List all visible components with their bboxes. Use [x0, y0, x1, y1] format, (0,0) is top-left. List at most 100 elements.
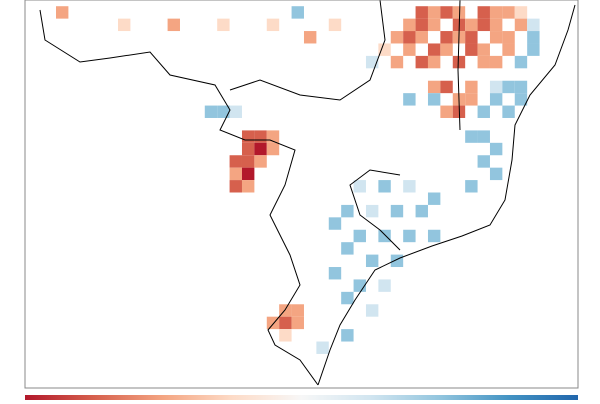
grid-cell	[514, 6, 528, 19]
coastline	[317, 4, 576, 386]
grid-cell	[378, 279, 391, 292]
grid-cell	[365, 254, 379, 268]
grid-cell	[328, 217, 342, 230]
grid-cell	[378, 180, 391, 193]
grid-cell	[378, 43, 391, 56]
grid-cell	[465, 180, 478, 193]
grid-cell	[427, 43, 441, 56]
grid-cell	[353, 180, 366, 193]
grid-cell	[217, 105, 230, 118]
grid-cell	[514, 55, 528, 69]
grid-cell	[229, 155, 242, 168]
grid-cell	[353, 229, 366, 243]
grid-cell	[229, 167, 242, 181]
inner-borders	[229, 0, 461, 251]
grid-cell	[55, 6, 69, 19]
grid-cell	[390, 31, 404, 44]
grid-cell	[477, 55, 490, 69]
grid-cell	[266, 142, 280, 156]
grid-cell	[477, 43, 490, 56]
grid-cell	[489, 55, 503, 69]
grid-cell	[241, 155, 255, 168]
grid-cell	[241, 180, 255, 193]
grid-cell	[502, 31, 515, 44]
grid-cell	[489, 6, 503, 19]
grid-cell	[440, 80, 453, 94]
grid-cell	[390, 254, 404, 268]
grid-cell	[465, 31, 478, 44]
grid-cell	[440, 6, 453, 19]
colorbar	[25, 395, 578, 400]
grid-cell	[403, 180, 416, 193]
grid-cell	[427, 93, 441, 106]
grid-cell	[254, 155, 267, 168]
grid-cell	[279, 329, 292, 342]
grid-cell	[341, 291, 354, 305]
grid-cell	[415, 6, 428, 19]
grid-cell	[254, 130, 267, 143]
grid-cell	[217, 18, 230, 32]
grid-cell	[527, 31, 540, 44]
grid-cell	[415, 55, 428, 69]
grid-cell	[489, 142, 503, 156]
grid-cell	[465, 18, 478, 32]
grid-cell	[341, 242, 354, 255]
grid-cell	[465, 43, 478, 56]
grid-cell	[341, 204, 354, 218]
grid-cell	[502, 6, 515, 19]
grid-cell	[254, 142, 267, 156]
grid-cell	[477, 130, 490, 143]
grid-cell	[390, 55, 404, 69]
grid-cell	[378, 229, 391, 243]
grid-cell	[266, 18, 280, 32]
grid-cell	[440, 105, 453, 118]
grid-cell	[502, 105, 515, 118]
grid-cell	[365, 204, 379, 218]
grid-cell	[328, 267, 342, 280]
grid-cell	[403, 18, 416, 32]
grid-cell	[489, 18, 503, 32]
grid-cell	[440, 31, 453, 44]
grid-cell	[229, 180, 242, 193]
map-frame	[24, 0, 579, 389]
grid-cell	[477, 105, 490, 118]
grid-cell	[489, 80, 503, 94]
grid-cell	[440, 43, 453, 56]
grid-cell	[477, 155, 490, 168]
grid-cell	[291, 316, 304, 330]
grid-cell	[527, 18, 540, 32]
grid-cell	[204, 105, 218, 118]
grid-cell	[527, 43, 540, 56]
grid-cell	[415, 204, 428, 218]
grid-cell	[303, 31, 317, 44]
grid-cell	[514, 80, 528, 94]
grid-cell	[489, 31, 503, 44]
grid-cell	[452, 6, 466, 19]
grid-cell	[502, 43, 515, 56]
grid-cell	[117, 18, 131, 32]
grid-cell	[427, 80, 441, 94]
grid-cell	[465, 80, 478, 94]
cells	[55, 6, 540, 354]
grid-cell	[279, 316, 292, 330]
grid-cell	[452, 55, 466, 69]
grid-cell	[489, 93, 503, 106]
grid-cell	[465, 93, 478, 106]
grid-cell	[514, 18, 528, 32]
grid-cell	[465, 130, 478, 143]
grid-cell	[167, 18, 180, 32]
grid-cell	[427, 55, 441, 69]
grid-cell	[427, 192, 441, 205]
grid-cell	[514, 93, 528, 106]
grid-cell	[415, 31, 428, 44]
grid-cell	[328, 18, 342, 32]
grid-cell	[427, 6, 441, 19]
grid-cell	[229, 105, 242, 118]
grid-cell	[365, 304, 379, 317]
grid-cell	[241, 167, 255, 181]
grid-cell	[291, 6, 304, 19]
grid-cell	[341, 329, 354, 342]
grid-cell	[291, 304, 304, 317]
